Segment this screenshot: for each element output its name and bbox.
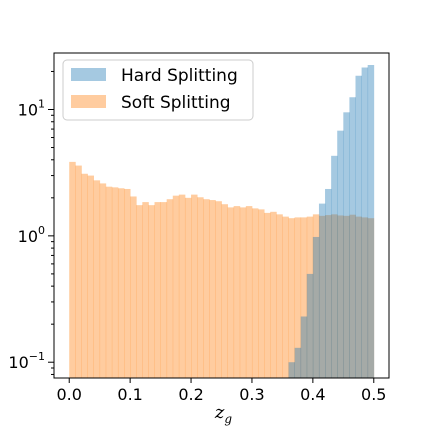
hard-splitting-bar xyxy=(343,112,350,378)
hard-splitting-bar xyxy=(288,362,295,378)
hard-splitting-bar xyxy=(349,97,356,379)
soft-splitting-bar xyxy=(325,215,332,378)
soft-splitting-bar xyxy=(239,207,247,378)
soft-splitting-bar xyxy=(75,165,82,378)
hard-splitting-bar xyxy=(300,316,308,378)
soft-splitting-bar xyxy=(343,215,350,378)
soft-splitting-bar xyxy=(172,195,180,378)
legend-label-soft: Soft Splitting xyxy=(121,93,231,113)
soft-splitting-bar xyxy=(312,214,320,378)
soft-splitting-bar xyxy=(69,161,76,378)
soft-splitting-bar xyxy=(154,202,161,378)
x-axis-label: zg xyxy=(214,402,232,426)
soft-splitting-bar xyxy=(300,217,308,378)
soft-splitting-bar xyxy=(148,205,155,378)
legend-box xyxy=(62,59,254,121)
soft-splitting-bar xyxy=(142,202,149,378)
soft-splitting-bar xyxy=(355,216,362,378)
x-axis-ticks: 0.0 0.1 0.2 0.3 0.4 0.5 xyxy=(57,378,386,404)
soft-splitting-bar xyxy=(245,206,253,378)
soft-splitting-bar xyxy=(191,194,198,378)
hard-splitting-bars xyxy=(288,65,375,379)
x-tick-label: 0.4 xyxy=(300,385,325,404)
soft-splitting-bar xyxy=(136,205,143,378)
soft-splitting-bar xyxy=(288,218,295,378)
soft-splitting-bar xyxy=(197,197,204,378)
soft-splitting-bar xyxy=(81,173,88,378)
y-tick-label: 100 xyxy=(18,224,45,246)
soft-splitting-bar xyxy=(367,218,375,378)
soft-splitting-bar xyxy=(337,215,344,378)
soft-splitting-bar xyxy=(160,202,168,378)
soft-splitting-bar xyxy=(111,187,119,378)
hard-splitting-bar xyxy=(306,273,314,378)
hard-splitting-bar xyxy=(367,65,375,378)
hard-splitting-bar xyxy=(325,188,332,378)
soft-splitting-bar xyxy=(251,208,259,378)
hard-splitting-bar xyxy=(355,75,362,378)
y-axis-ticks: 10−1 100 101 xyxy=(8,70,54,375)
soft-splitting-bar xyxy=(264,212,271,378)
x-tick-label: 0.1 xyxy=(117,385,142,404)
soft-splitting-bar xyxy=(331,214,338,378)
soft-splitting-bar xyxy=(203,199,210,378)
legend: Hard Splitting Soft Splitting xyxy=(62,59,254,121)
soft-splitting-bar xyxy=(294,217,302,378)
x-tick-label: 0.5 xyxy=(361,385,386,404)
legend-swatch-hard xyxy=(71,68,106,81)
soft-splitting-bar xyxy=(99,183,107,378)
x-axis-label-subscript: g xyxy=(224,412,232,426)
x-tick-label: 0.2 xyxy=(178,385,203,404)
soft-splitting-bar xyxy=(166,199,174,378)
y-tick-label: 10−1 xyxy=(8,350,45,372)
soft-splitting-bar xyxy=(209,200,216,378)
soft-splitting-bar xyxy=(306,216,314,378)
soft-splitting-bar xyxy=(361,217,369,378)
soft-splitting-bar xyxy=(227,207,235,378)
soft-splitting-bar xyxy=(87,175,94,378)
soft-splitting-bar xyxy=(215,201,222,378)
legend-label-hard: Hard Splitting xyxy=(121,66,238,86)
x-tick-label: 0.3 xyxy=(239,385,264,404)
soft-splitting-bar xyxy=(130,196,137,378)
soft-splitting-bar xyxy=(233,206,241,378)
hard-splitting-bar xyxy=(318,203,326,378)
soft-splitting-bar xyxy=(282,216,289,378)
soft-splitting-bar xyxy=(184,197,192,378)
hard-splitting-bar xyxy=(361,67,369,378)
soft-splitting-bar xyxy=(270,211,277,378)
legend-swatch-soft xyxy=(71,95,106,108)
soft-splitting-bar xyxy=(349,214,356,378)
soft-splitting-bars xyxy=(69,161,375,378)
x-tick-label: 0.0 xyxy=(57,385,82,404)
soft-splitting-bar xyxy=(318,215,326,378)
hard-splitting-bar xyxy=(337,130,344,378)
soft-splitting-bar xyxy=(258,209,265,378)
hard-splitting-bar xyxy=(294,347,302,378)
soft-splitting-bar xyxy=(178,194,186,378)
soft-splitting-bar xyxy=(117,188,125,378)
soft-splitting-bar xyxy=(93,180,101,378)
soft-splitting-bar xyxy=(221,204,228,378)
soft-splitting-bar xyxy=(124,188,131,378)
y-tick-label: 101 xyxy=(18,98,45,120)
soft-splitting-bar xyxy=(276,214,283,378)
axes-frame xyxy=(53,52,390,379)
soft-splitting-bar xyxy=(105,186,113,378)
x-axis-label-main: z xyxy=(214,402,225,423)
hard-splitting-bar xyxy=(331,155,338,378)
hard-splitting-bar xyxy=(312,236,320,378)
